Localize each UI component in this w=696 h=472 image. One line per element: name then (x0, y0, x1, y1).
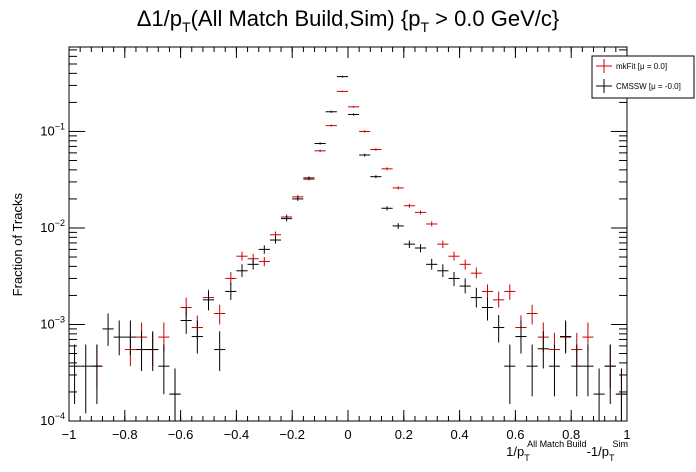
x-label-part1-sup: All Match Build (527, 439, 587, 449)
legend-box (591, 55, 695, 99)
legend-mkfit-label: mkFit [μ = 0.0] (616, 62, 667, 71)
title-suffix: > 0.0 GeV/c} (429, 6, 559, 31)
x-tick-label: 0.4 (451, 427, 469, 442)
x-tick-label: −0.4 (224, 427, 250, 442)
y-tick-label: 10−3 (40, 314, 65, 331)
title-prefix-sub: T (182, 19, 191, 35)
y-axis-ticks: 10−4 10−3 10−2 10−1 (40, 49, 627, 428)
x-tick-label: 0.8 (562, 427, 580, 442)
title-middle-sub: T (420, 19, 429, 35)
x-tick-label: 0 (344, 427, 351, 442)
x-tick-label: −0.6 (168, 427, 194, 442)
x-tick-label: 1 (623, 427, 630, 442)
legend-entry-mkfit: mkFit [μ = 0.0] (596, 59, 667, 73)
x-tick-label: 0.2 (395, 427, 413, 442)
x-axis-label: 1/pTAll Match Build-1/pTSim (506, 439, 628, 463)
y-tick-label: 10−1 (40, 121, 65, 138)
x-axis-ticks: −1 −0.8 −0.6 −0.4 −0.2 0 0.2 0.4 0.6 0.8 1 (62, 47, 631, 442)
series-mkfit (91, 90, 627, 421)
legend: mkFit [μ = 0.0] CMSSW [μ = -0.0] (591, 55, 695, 99)
x-tick-label: 0.6 (506, 427, 524, 442)
y-tick-label: 10−2 (40, 218, 65, 235)
title-middle: (All Match Build,Sim) {p (191, 6, 421, 31)
x-tick-label: −0.8 (112, 427, 138, 442)
x-label-part2-sub: T (609, 453, 615, 463)
x-label-part2: -1/p (587, 444, 609, 459)
chart-title: Δ1/pT(All Match Build,Sim) {pT > 0.0 GeV… (137, 6, 560, 35)
x-label-part1: 1/p (506, 444, 524, 459)
title-prefix: Δ1/p (137, 6, 182, 31)
x-label-part2-sup: Sim (613, 439, 629, 449)
x-tick-label: −0.2 (279, 427, 305, 442)
series-layer (69, 75, 627, 421)
x-tick-label: −1 (62, 427, 77, 442)
series-cmssw (69, 75, 627, 421)
y-axis-label: Fraction of Tracks (10, 193, 25, 297)
legend-cmssw-label: CMSSW [μ = -0.0] (616, 82, 681, 91)
y-tick-label: 10−4 (40, 411, 65, 428)
legend-entry-cmssw: CMSSW [μ = -0.0] (596, 79, 681, 93)
x-label-part1-sub: T (524, 453, 530, 463)
